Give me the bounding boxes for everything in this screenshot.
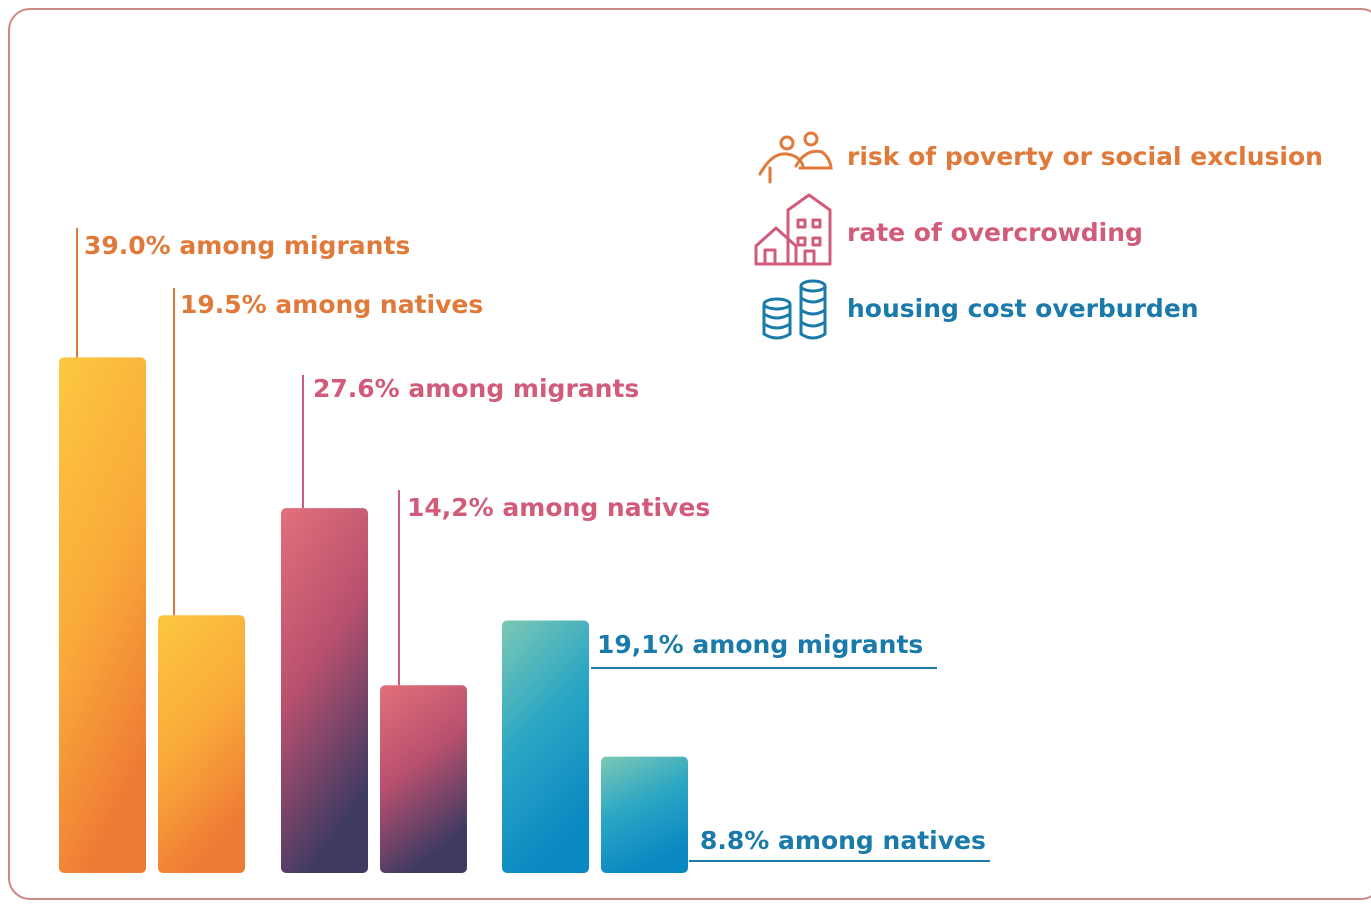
labels-layer: 39.0% among migrants 19.5% among natives 2… — [76, 228, 990, 862]
data-label-migrants-2: 27.6% among migrants — [313, 374, 639, 403]
data-label-natives-2: 14,2% among natives — [407, 493, 710, 522]
data-label-migrants-1: 39.0% among migrants — [84, 231, 410, 260]
bar-migrants-2 — [281, 508, 368, 873]
bar-migrants-3 — [502, 620, 589, 873]
people-icon — [758, 131, 833, 184]
legend: risk of poverty or social exclusion rate… — [754, 131, 1323, 340]
bar-natives-1 — [158, 615, 245, 873]
bar-natives-3 — [601, 756, 688, 873]
legend-label-overcrowding: rate of overcrowding — [847, 218, 1143, 247]
chart-frame — [8, 8, 1371, 900]
coins-icon — [762, 279, 827, 340]
data-label-natives-1: 19.5% among natives — [180, 290, 483, 319]
bar-natives-2 — [380, 685, 467, 873]
legend-label-poverty: risk of poverty or social exclusion — [847, 142, 1323, 171]
bars-layer — [59, 357, 688, 873]
data-label-migrants-3: 19,1% among migrants — [597, 630, 923, 659]
bar-migrants-1 — [59, 357, 146, 873]
data-label-natives-3: 8.8% among natives — [700, 826, 986, 855]
legend-label-housing: housing cost overburden — [847, 294, 1199, 323]
houses-icon — [754, 193, 832, 266]
